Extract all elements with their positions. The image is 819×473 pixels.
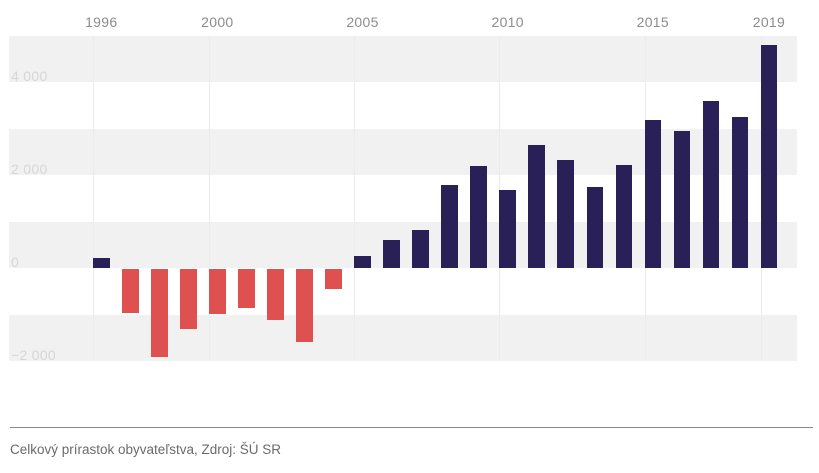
grid-band-5000 <box>9 36 797 83</box>
bar-2008 <box>441 184 458 269</box>
bar-2002 <box>267 269 284 320</box>
bar-2006 <box>383 239 400 269</box>
plot-area <box>9 36 797 361</box>
chart-caption: Celkový prírastok obyvateľstva, Zdroj: Š… <box>10 442 282 457</box>
bar-1999 <box>180 269 197 330</box>
bar-2000 <box>209 269 226 315</box>
bar-1997 <box>122 269 139 313</box>
caption-divider <box>10 427 813 428</box>
bar-2017 <box>702 101 720 269</box>
bar-2009 <box>470 165 487 269</box>
bar-2005 <box>354 256 371 269</box>
bar-2011 <box>528 144 545 269</box>
bar-2012 <box>557 159 574 269</box>
grid-band--1000 <box>9 314 797 361</box>
gridline-2005 <box>354 36 356 361</box>
y-tick-4000: 4 000 <box>11 68 48 85</box>
bar-2019 <box>760 44 778 269</box>
grid-band-1000 <box>9 221 797 269</box>
x-tick-2015: 2015 <box>636 14 669 30</box>
gridline-2000 <box>209 36 211 361</box>
bar-2018 <box>731 117 749 269</box>
bar-2003 <box>296 269 313 342</box>
gridline-1996 <box>93 36 94 361</box>
bar-2013 <box>586 186 604 269</box>
bar-1996 <box>93 258 110 269</box>
x-tick-2019: 2019 <box>752 14 786 30</box>
bar-1998 <box>151 269 168 357</box>
y-tick-0: 0 <box>11 254 20 271</box>
y-tick--2000: −2 000 <box>11 347 57 363</box>
bar-2010 <box>499 189 516 269</box>
x-tick-1996: 1996 <box>85 14 118 30</box>
x-tick-2000: 2000 <box>201 14 234 30</box>
bar-2016 <box>673 131 691 269</box>
bar-2015 <box>644 119 662 269</box>
bar-2004 <box>325 269 342 290</box>
bar-2014 <box>615 164 633 269</box>
grid-band-3000 <box>9 128 797 176</box>
x-tick-2005: 2005 <box>346 14 379 30</box>
bar-2001 <box>238 269 255 308</box>
bar-2007 <box>412 230 429 269</box>
x-tick-2010: 2010 <box>491 14 524 30</box>
y-tick-2000: 2 000 <box>11 161 48 178</box>
